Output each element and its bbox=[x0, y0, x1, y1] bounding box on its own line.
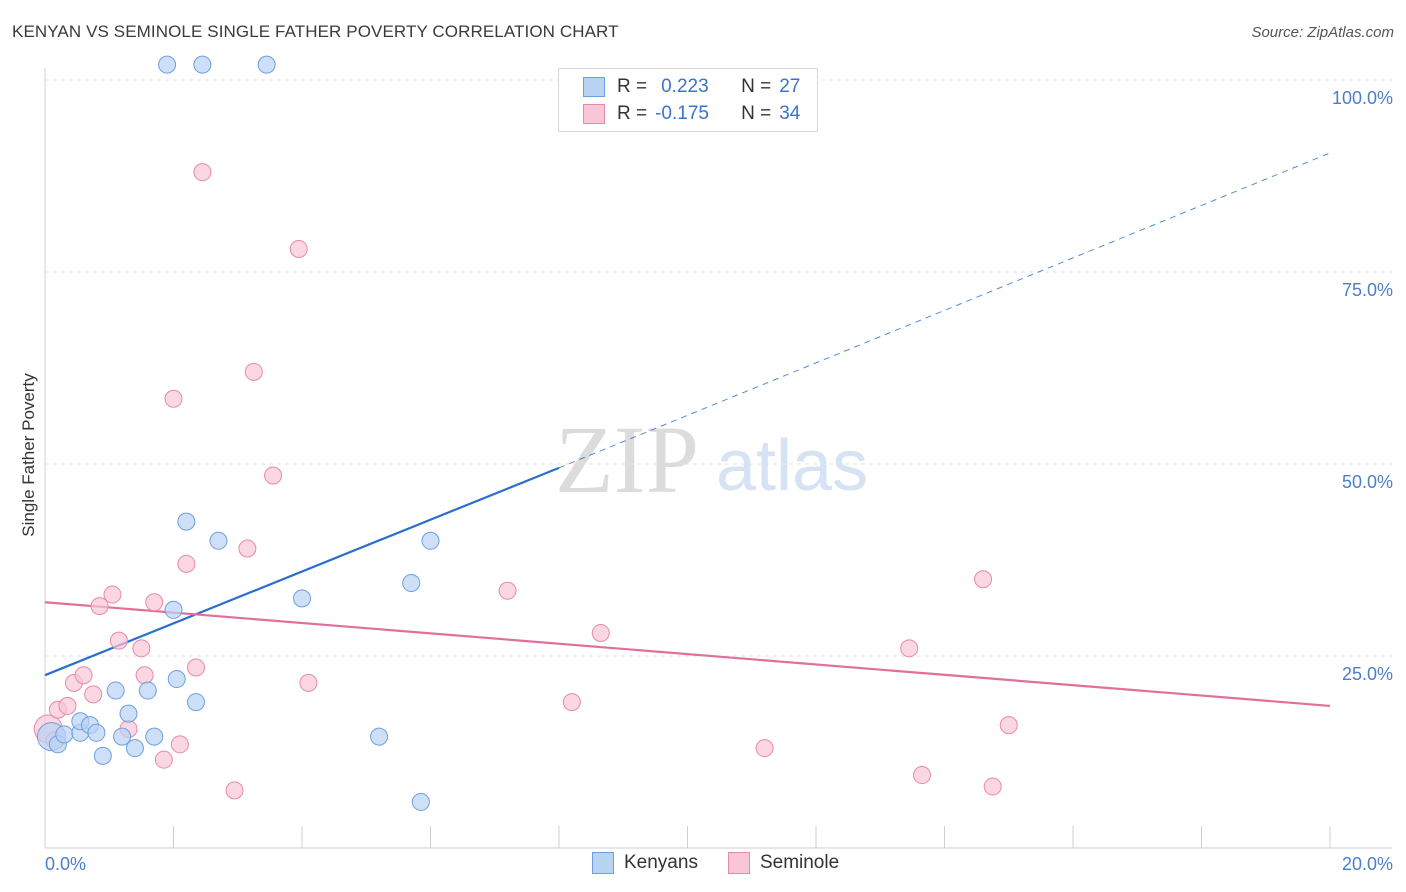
seminole-point bbox=[299, 673, 318, 692]
x-tick-label: 20.0% bbox=[1342, 854, 1393, 874]
seminole-point bbox=[74, 666, 93, 685]
seminole-point bbox=[755, 739, 774, 758]
seminole-point bbox=[562, 693, 581, 712]
kenyans-point bbox=[186, 693, 205, 712]
series-legend: Kenyans Seminole bbox=[592, 852, 869, 874]
kenyans-point bbox=[119, 704, 138, 723]
kenyans-point bbox=[113, 727, 132, 746]
seminole-point bbox=[974, 570, 993, 589]
kenyans-point bbox=[93, 746, 112, 765]
kenyans-swatch bbox=[583, 77, 605, 97]
r-value: -0.175 bbox=[655, 103, 709, 124]
kenyans-point bbox=[158, 55, 177, 74]
kenyans-point bbox=[145, 727, 164, 746]
seminole-point bbox=[193, 163, 212, 182]
y-tick-label: 25.0% bbox=[1342, 664, 1393, 684]
watermark-atlas: atlas bbox=[716, 426, 868, 506]
seminole-swatch bbox=[727, 852, 750, 874]
kenyans-swatch bbox=[592, 852, 614, 874]
watermark-zip: ZIP bbox=[555, 406, 699, 513]
seminole-trend-line bbox=[44, 601, 1331, 708]
kenyans-point bbox=[257, 55, 276, 74]
kenyans-point bbox=[125, 739, 144, 758]
seminole-point bbox=[84, 685, 103, 704]
n-label: N = bbox=[741, 103, 772, 124]
kenyans-point bbox=[193, 55, 212, 74]
n-value: 27 bbox=[779, 76, 801, 97]
seminole-point bbox=[264, 466, 283, 485]
kenyans-point bbox=[370, 727, 389, 746]
kenyans-trend-extension bbox=[558, 152, 1331, 469]
watermark: ZIP atlas bbox=[555, 406, 868, 513]
chart-title: KENYAN VS SEMINOLE SINGLE FATHER POVERTY… bbox=[12, 22, 619, 41]
y-tick-label: 50.0% bbox=[1342, 472, 1393, 492]
legend-row-kenyans: R = 0.223 N = 27 bbox=[583, 74, 800, 100]
seminole-point bbox=[90, 597, 109, 616]
seminole-point bbox=[983, 777, 1002, 796]
seminole-point bbox=[170, 735, 189, 754]
seminole-swatch bbox=[583, 104, 605, 124]
axes bbox=[44, 68, 1392, 849]
n-value: 34 bbox=[779, 103, 801, 124]
r-label: R = bbox=[617, 103, 648, 124]
seminole-point bbox=[164, 389, 183, 408]
kenyans-point bbox=[411, 792, 430, 811]
seminole-point bbox=[177, 554, 196, 573]
seminole-point bbox=[225, 781, 244, 800]
seminole-point bbox=[145, 593, 164, 612]
x-tick-label: 0.0% bbox=[45, 854, 86, 874]
kenyans-point bbox=[402, 574, 421, 593]
kenyans-point bbox=[167, 670, 186, 689]
correlation-legend: R = 0.223 N = 27 R = -0.175 N = 34 bbox=[558, 68, 818, 132]
y-tick-label: 75.0% bbox=[1342, 280, 1393, 300]
seminole-point bbox=[244, 362, 263, 381]
kenyans-point bbox=[106, 681, 125, 700]
seminole-point bbox=[498, 581, 517, 600]
seminole-point bbox=[132, 639, 151, 658]
seminole-point bbox=[289, 239, 308, 258]
kenyans-point bbox=[87, 723, 106, 742]
r-label: R = bbox=[617, 76, 648, 97]
seminole-label: Seminole bbox=[759, 852, 840, 873]
kenyans-point bbox=[138, 681, 157, 700]
seminole-point bbox=[58, 696, 77, 715]
kenyans-label: Kenyans bbox=[624, 852, 698, 873]
seminole-point bbox=[913, 766, 932, 785]
seminole-point bbox=[591, 623, 610, 642]
kenyans-point bbox=[209, 531, 228, 550]
seminole-point bbox=[900, 639, 919, 658]
seminole-point bbox=[135, 666, 154, 685]
legend-item-kenyans: Kenyans bbox=[592, 852, 698, 874]
seminole-point bbox=[154, 750, 173, 769]
tick-labels: 25.0% 50.0% 75.0% 100.0% 0.0% 20.0% bbox=[45, 88, 1393, 874]
source-label: Source: ZipAtlas.com bbox=[1251, 24, 1394, 41]
kenyans-point bbox=[55, 725, 74, 744]
y-tick-label: 100.0% bbox=[1332, 88, 1393, 108]
seminole-point bbox=[238, 539, 257, 558]
data-points bbox=[33, 55, 1018, 811]
seminole-point bbox=[999, 716, 1018, 735]
kenyans-point bbox=[164, 600, 183, 619]
kenyans-point bbox=[177, 512, 196, 531]
kenyans-trend-line bbox=[44, 466, 560, 677]
legend-item-seminole: Seminole bbox=[727, 852, 840, 874]
seminole-point bbox=[103, 585, 122, 604]
legend-row-seminole: R = -0.175 N = 34 bbox=[583, 101, 800, 127]
seminole-point bbox=[109, 631, 128, 650]
kenyans-point bbox=[293, 589, 311, 608]
y-axis-label: Single Father Poverty bbox=[19, 373, 38, 537]
r-value: 0.223 bbox=[661, 76, 709, 97]
trend-lines bbox=[44, 152, 1331, 708]
seminole-point bbox=[186, 658, 205, 677]
n-label: N = bbox=[741, 76, 772, 97]
kenyans-point bbox=[421, 531, 440, 550]
